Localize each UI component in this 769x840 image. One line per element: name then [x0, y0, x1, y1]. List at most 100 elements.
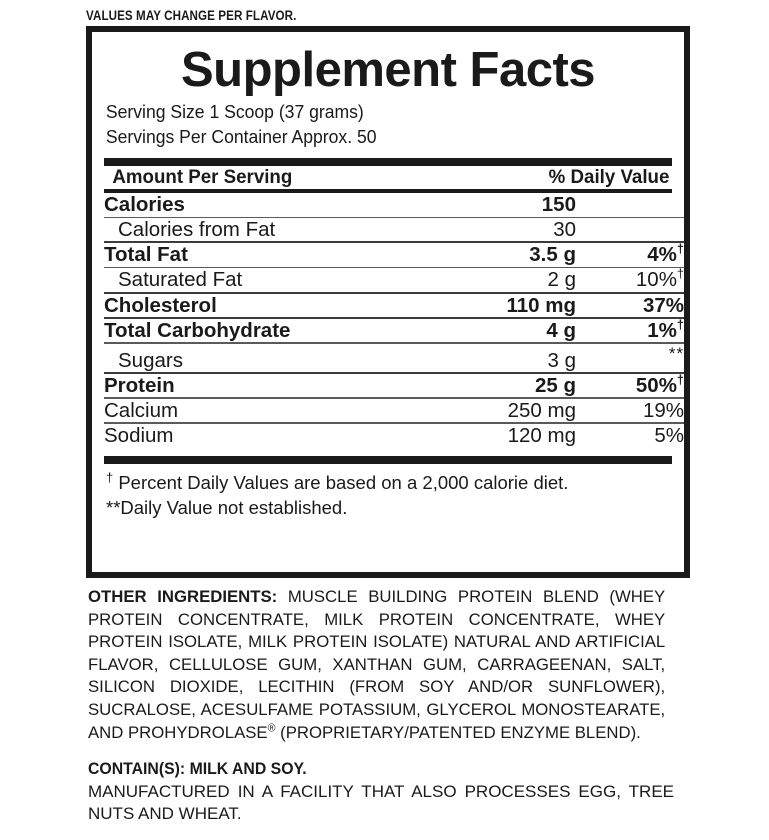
- panel-divider-thick-top: [104, 158, 672, 167]
- serving-size: Serving Size 1 Scoop (37 grams): [105, 101, 364, 123]
- other-ingredients-block: OTHER INGREDIENTS: MUSCLE BUILDING PROTE…: [88, 586, 665, 744]
- nutrition-table-body: Amount Per Serving % Daily Value: [104, 166, 672, 189]
- divider: [104, 291, 684, 294]
- divider: [104, 372, 684, 375]
- daily-value-text: 4%: [647, 243, 677, 267]
- nutrient-daily-value: 4%†: [576, 241, 684, 267]
- nutrition-table: Amount Per Serving % Daily Value: [104, 166, 672, 189]
- footnote-not-established: **Daily Value not established.: [106, 496, 348, 518]
- row-separator: [104, 342, 684, 344]
- table-row: Total Carbohydrate 4 g 1%†: [104, 317, 684, 342]
- row-separator: [104, 216, 684, 219]
- dagger-symbol: †: [106, 469, 114, 485]
- panel-divider-med: [104, 189, 672, 194]
- divider: [104, 317, 684, 319]
- divider: [104, 266, 684, 269]
- dagger-marker: †: [676, 266, 684, 282]
- table-row: Calcium 250 mg 19%: [104, 399, 684, 422]
- divider: [104, 342, 684, 344]
- servings-per-container: Servings Per Container Approx. 50: [105, 125, 377, 147]
- nutrient-amount: 3.5 g: [529, 243, 576, 267]
- nutrient-amount: 25 g: [534, 374, 576, 398]
- other-ingredients-text: MUSCLE BUILDING PROTEIN BLEND (WHEY PROT…: [88, 587, 666, 742]
- nutrient-amount: 120 mg: [507, 423, 576, 447]
- nutrient-daily-value: 10%†: [576, 266, 684, 292]
- divider: [104, 397, 684, 399]
- nutrient-amount: 250 mg: [507, 398, 576, 422]
- table-row: Calories from Fat 30: [104, 218, 684, 241]
- other-ingredients-text-tail: (PROPRIETARY/PATENTED ENZYME BLEND).: [275, 722, 641, 742]
- table-row: Saturated Fat 2 g 10%†: [104, 266, 684, 292]
- nutrient-name: Sodium: [104, 423, 174, 447]
- table-row: Sugars 3 g **: [104, 344, 684, 372]
- page-title: Supplement Facts: [180, 43, 596, 97]
- dagger-marker: †: [676, 317, 684, 333]
- table-header-row: Amount Per Serving % Daily Value: [104, 166, 672, 189]
- contains-block: CONTAIN(S): MILK AND SOY. MANUFACTURED I…: [88, 758, 678, 826]
- nutrient-daily-value: 37%: [576, 294, 684, 317]
- header-amount-per-serving: Amount Per Serving: [112, 166, 293, 189]
- table-row: Protein 25 g 50%†: [104, 372, 684, 398]
- row-separator: [104, 241, 684, 244]
- nutrient-name: Calcium: [104, 398, 179, 422]
- double-asterisk-marker: **: [668, 343, 684, 363]
- nutrient-rows-table: Calories 150 Calories from Fat 30 Total Fat 3…: [104, 193, 684, 447]
- nutrient-rows-body: Calories 150 Calories from Fat 30 Total Fat 3…: [104, 193, 684, 447]
- panel-inner: Supplement Facts Serving Size 1 Scoop (3…: [92, 32, 684, 572]
- contains-body: MANUFACTURED IN A FACILITY THAT ALSO PRO…: [88, 781, 674, 824]
- header-percent-daily-value: % Daily Value: [548, 166, 669, 189]
- nutrient-amount: 110 mg: [506, 293, 576, 317]
- daily-value-text: 10%: [635, 268, 677, 292]
- divider: [104, 241, 684, 244]
- table-row: Total Fat 3.5 g 4%†: [104, 241, 684, 267]
- footnote-daily-values: † Percent Daily Values are based on a 2,…: [106, 471, 672, 496]
- nutrient-amount: 150: [541, 193, 576, 217]
- footnote-daily-values-text: Percent Daily Values are based on a 2,00…: [118, 472, 569, 494]
- row-separator: [104, 317, 684, 319]
- nutrient-daily-value: [576, 193, 684, 216]
- daily-value-text: 37%: [642, 293, 684, 317]
- dagger-marker: †: [676, 241, 684, 257]
- daily-value-text: 50%: [635, 374, 677, 398]
- values-may-change-note: VALUES MAY CHANGE PER FLAVOR.: [86, 8, 297, 23]
- nutrient-name: Calories: [104, 193, 185, 217]
- nutrient-name: Protein: [104, 374, 175, 398]
- panel-divider-thick-bottom: [104, 456, 672, 465]
- row-separator: [104, 397, 684, 399]
- row-separator: [104, 291, 684, 294]
- row-separator: [104, 372, 684, 375]
- nutrient-name: Sugars: [118, 348, 183, 372]
- nutrient-daily-value: **: [576, 344, 684, 372]
- daily-value-text: 19%: [642, 398, 684, 422]
- divider: [104, 216, 684, 219]
- table-row: Cholesterol 110 mg 37%: [104, 294, 684, 317]
- nutrient-name: Total Carbohydrate: [104, 319, 291, 342]
- other-ingredients-label: OTHER INGREDIENTS:: [88, 587, 278, 606]
- nutrient-daily-value: 50%†: [576, 372, 684, 398]
- nutrient-name: Calories from Fat: [118, 218, 276, 242]
- registered-trademark-icon: ®: [267, 722, 276, 734]
- nutrient-daily-value: [576, 218, 684, 241]
- contains-heading: CONTAIN(S): MILK AND SOY.: [88, 759, 307, 778]
- footnotes: † Percent Daily Values are based on a 2,…: [104, 464, 672, 520]
- table-row: Sodium 120 mg 5%: [104, 424, 684, 447]
- dagger-marker: †: [676, 372, 684, 388]
- nutrient-name: Cholesterol: [104, 293, 217, 317]
- nutrient-name: Saturated Fat: [118, 268, 243, 292]
- daily-value-text: 1%: [647, 319, 677, 342]
- nutrient-daily-value: 1%†: [576, 317, 684, 342]
- nutrient-amount: 30: [553, 218, 576, 242]
- row-separator: [104, 266, 684, 269]
- table-row: Calories 150: [104, 193, 684, 216]
- divider: [104, 422, 684, 424]
- row-separator: [104, 422, 684, 424]
- nutrient-amount: 2 g: [547, 268, 577, 292]
- supplement-facts-panel: Supplement Facts Serving Size 1 Scoop (3…: [86, 26, 690, 578]
- nutrient-daily-value: 5%: [576, 424, 684, 447]
- nutrient-daily-value: 19%: [576, 399, 684, 422]
- nutrient-amount: 4 g: [546, 319, 576, 342]
- nutrient-amount: 3 g: [547, 348, 577, 372]
- daily-value-text: 5%: [654, 423, 684, 447]
- nutrient-name: Total Fat: [104, 243, 188, 267]
